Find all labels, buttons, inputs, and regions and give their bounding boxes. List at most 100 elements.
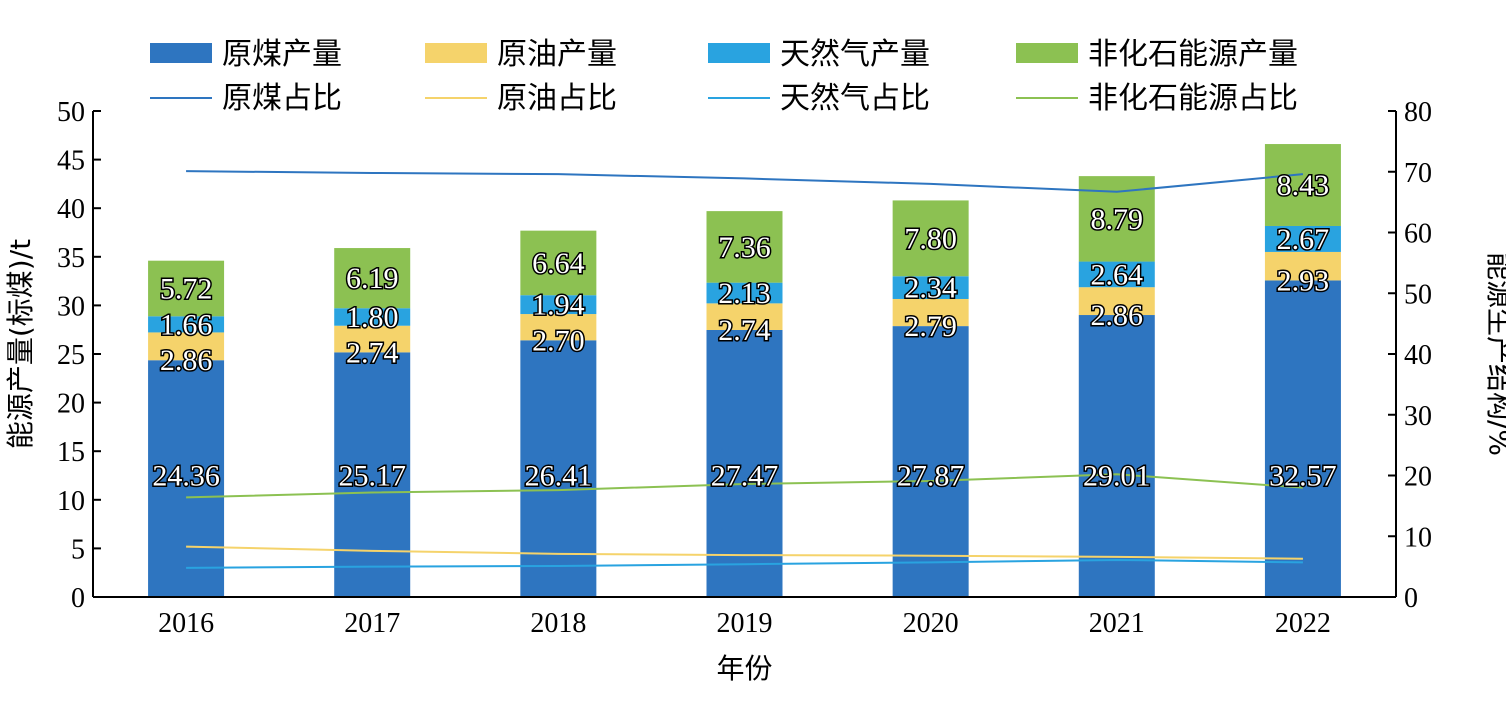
bar-segment xyxy=(1264,144,1341,226)
data-label: 1.80 xyxy=(346,301,399,334)
bar-segment xyxy=(706,303,783,330)
bar-segment xyxy=(706,282,783,304)
data-label: 1.94 xyxy=(532,289,585,322)
data-label: 2.93 xyxy=(1277,264,1330,297)
x-tick-label: 2018 xyxy=(530,608,586,639)
data-label: 6.64 xyxy=(532,247,585,280)
legend-label: 天然气占比 xyxy=(780,81,930,116)
bar-segment xyxy=(334,325,411,353)
bar-segment xyxy=(334,308,411,326)
data-label: 2.79 xyxy=(904,310,957,343)
data-label: 2.13 xyxy=(718,277,771,310)
x-axis-title: 年份 xyxy=(716,652,772,685)
left-tick-label: 5 xyxy=(71,534,85,565)
x-tick-label: 2021 xyxy=(1089,608,1145,639)
legend-swatch xyxy=(425,43,487,63)
x-tick-label: 2022 xyxy=(1275,608,1331,639)
right-tick-label: 60 xyxy=(1404,219,1432,250)
left-axis-title: 能源产量(标煤)/t xyxy=(4,239,37,449)
left-tick-label: 45 xyxy=(57,146,85,177)
data-label: 1.66 xyxy=(160,308,213,341)
legend-swatch xyxy=(708,43,770,63)
x-tick-label: 2017 xyxy=(344,608,400,639)
data-label: 2.74 xyxy=(346,336,399,369)
data-label: 27.47 xyxy=(711,460,779,493)
data-label: 32.57 xyxy=(1269,460,1337,493)
bar-segment xyxy=(148,260,225,317)
bar-segment xyxy=(520,295,597,315)
bar-segment xyxy=(892,276,969,299)
data-labels-group: 24.362.861.665.7225.172.741.806.1926.412… xyxy=(151,168,1338,494)
bar-segment xyxy=(520,230,597,296)
bar-segment xyxy=(1078,261,1155,288)
data-label: 7.80 xyxy=(904,222,957,255)
bar-segment xyxy=(148,360,225,597)
data-label: 2.74 xyxy=(718,314,771,347)
data-label: 27.87 xyxy=(897,460,965,493)
data-label: 2.67 xyxy=(1277,223,1330,256)
bar-segment xyxy=(1078,287,1155,316)
left-tick-label: 15 xyxy=(57,437,85,468)
bar-segment xyxy=(706,329,783,597)
bar-segment xyxy=(334,352,411,597)
legend-swatch xyxy=(150,43,212,63)
data-label: 2.34 xyxy=(904,272,957,305)
data-label: 8.79 xyxy=(1091,203,1144,236)
lines-group xyxy=(186,170,1304,569)
bar-segment xyxy=(148,332,225,361)
right-tick-label: 80 xyxy=(1404,97,1432,128)
legend-label: 原煤产量 xyxy=(222,37,342,72)
legend-swatch xyxy=(1016,43,1078,63)
data-label: 2.64 xyxy=(1091,258,1144,291)
bar-segment xyxy=(706,211,783,283)
left-tick-label: 0 xyxy=(71,583,85,614)
right-tick-label: 70 xyxy=(1404,158,1432,189)
right-tick-label: 50 xyxy=(1404,279,1432,310)
bar-segment xyxy=(148,316,225,333)
bar-segment xyxy=(892,298,969,327)
legend-label: 非化石能源产量 xyxy=(1088,37,1298,72)
series-line xyxy=(186,558,1303,569)
left-tick-label: 20 xyxy=(57,389,85,420)
left-tick-label: 35 xyxy=(57,243,85,274)
bar-segment xyxy=(1264,251,1341,281)
right-tick-label: 0 xyxy=(1404,583,1418,614)
data-label: 5.72 xyxy=(160,272,213,305)
left-tick-label: 50 xyxy=(57,97,85,128)
data-label: 25.17 xyxy=(338,460,406,493)
right-tick-label: 20 xyxy=(1404,462,1432,493)
bar-segment xyxy=(1264,225,1341,252)
data-label: 2.70 xyxy=(532,324,585,357)
data-label: 2.86 xyxy=(1091,299,1144,332)
legend-label: 原油占比 xyxy=(497,81,617,116)
data-label: 6.19 xyxy=(346,262,399,295)
data-label: 26.41 xyxy=(525,460,593,493)
data-label: 7.36 xyxy=(718,231,771,264)
series-line xyxy=(186,170,1304,193)
left-tick-label: 30 xyxy=(57,291,85,322)
left-tick-label: 10 xyxy=(57,486,85,517)
data-label: 2.86 xyxy=(160,344,213,377)
x-tick-label: 2019 xyxy=(717,608,773,639)
bar-segment xyxy=(1078,315,1155,597)
right-tick-label: 40 xyxy=(1404,340,1432,371)
legend-label: 原煤占比 xyxy=(222,81,342,116)
legend-label: 非化石能源占比 xyxy=(1088,81,1298,116)
right-axis-title: 能源生产结构/% xyxy=(1483,252,1506,456)
legend-label: 原油产量 xyxy=(497,37,617,72)
bar-segment xyxy=(1264,280,1341,597)
right-tick-label: 10 xyxy=(1404,522,1432,553)
bar-segment xyxy=(892,326,969,597)
data-label: 24.36 xyxy=(152,460,220,493)
series-line xyxy=(186,545,1303,560)
x-tick-label: 2016 xyxy=(158,608,214,639)
series-line xyxy=(186,473,1304,499)
bar-segment xyxy=(520,314,597,341)
bar-segment xyxy=(892,200,969,277)
legend-label: 天然气产量 xyxy=(780,37,930,72)
bars-group xyxy=(148,144,1341,597)
data-label: 29.01 xyxy=(1083,460,1151,493)
